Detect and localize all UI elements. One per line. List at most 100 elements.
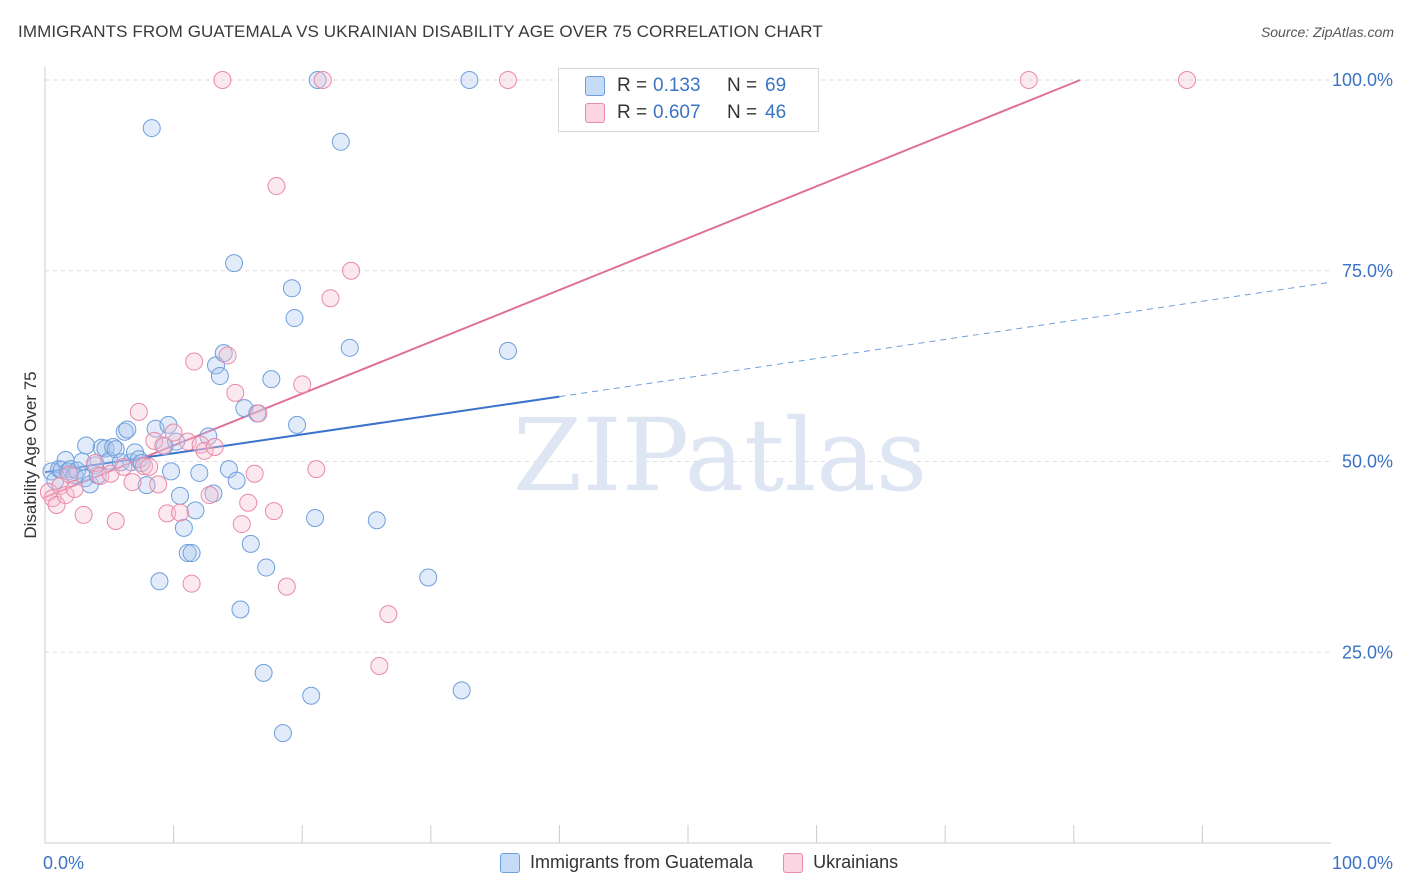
data-point-guatemala xyxy=(118,420,137,439)
legend-label-ukrainians: Ukrainians xyxy=(813,852,899,872)
legend-swatch-guatemala xyxy=(500,852,520,873)
data-point-guatemala xyxy=(257,558,276,577)
data-point-ukrainians xyxy=(135,457,154,476)
n-value: 69 xyxy=(765,75,787,96)
data-point-guatemala xyxy=(182,544,201,563)
data-point-ukrainians xyxy=(226,383,245,402)
y-tick-label: 75.0% xyxy=(1342,261,1393,281)
legend-row-ukrainians: R = 0.607 N = 46 xyxy=(585,100,786,126)
data-point-guatemala xyxy=(273,724,292,743)
data-point-ukrainians xyxy=(114,457,133,476)
chart-title: IMMIGRANTS FROM GUATEMALA VS UKRAINIAN D… xyxy=(18,22,823,41)
data-point-guatemala xyxy=(150,572,169,591)
data-point-guatemala xyxy=(306,508,325,527)
data-point-ukrainians xyxy=(56,486,75,505)
data-point-ukrainians xyxy=(47,495,66,514)
data-point-guatemala xyxy=(331,132,350,151)
data-point-guatemala xyxy=(254,663,273,682)
data-point-ukrainians xyxy=(65,479,84,498)
data-point-ukrainians xyxy=(74,505,93,524)
data-point-guatemala xyxy=(419,568,438,587)
legend-row-guatemala: R = 0.133 N = 69 xyxy=(585,73,786,99)
data-point-guatemala xyxy=(210,367,229,386)
legend-swatch-guatemala xyxy=(585,76,605,96)
legend-item-ukrainians: Ukrainians xyxy=(783,852,898,873)
tick-labels: 25.0% 50.0% 75.0% 100.0% 0.0% 100.0% xyxy=(43,70,1393,873)
data-point-guatemala xyxy=(104,438,123,457)
data-point-ukrainians xyxy=(213,71,232,89)
data-point-ukrainians xyxy=(185,352,204,371)
data-point-ukrainians xyxy=(158,504,177,523)
data-point-guatemala xyxy=(367,511,386,530)
data-point-guatemala xyxy=(155,437,174,456)
legend-item-guatemala: Immigrants from Guatemala xyxy=(500,852,753,873)
data-point-ukrainians xyxy=(232,515,251,534)
data-point-ukrainians xyxy=(154,436,173,455)
data-point-ukrainians xyxy=(342,261,361,280)
x-tick-label: 100.0% xyxy=(1332,853,1393,873)
data-point-guatemala xyxy=(282,279,301,298)
y-tick-label: 100.0% xyxy=(1332,70,1393,90)
data-point-guatemala xyxy=(308,71,327,89)
data-point-guatemala xyxy=(340,338,359,357)
x-tick-label: 0.0% xyxy=(43,853,84,873)
r-value: 0.133 xyxy=(653,75,701,96)
data-point-guatemala xyxy=(171,486,190,505)
data-point-ukrainians xyxy=(171,503,190,522)
grid-lines xyxy=(45,79,1331,653)
data-point-ukrainians xyxy=(313,71,332,89)
data-point-ukrainians xyxy=(145,431,164,450)
trend-line-guatemala-extension xyxy=(559,281,1332,398)
data-point-ukrainians xyxy=(307,460,326,479)
data-point-ukrainians xyxy=(140,457,159,476)
n-label: N = xyxy=(727,75,758,96)
stats-legend: R = 0.133 N = 69 R = 0.607 N = 46 xyxy=(558,68,819,132)
data-point-ukrainians xyxy=(129,402,148,421)
data-point-ukrainians xyxy=(195,441,214,460)
data-point-ukrainians xyxy=(200,486,219,505)
data-point-guatemala xyxy=(142,119,161,138)
data-point-ukrainians xyxy=(182,574,201,593)
data-point-guatemala xyxy=(162,462,181,481)
n-value: 46 xyxy=(765,102,787,123)
data-point-ukrainians xyxy=(321,289,340,308)
data-point-guatemala xyxy=(231,600,250,619)
data-point-guatemala xyxy=(225,254,244,273)
data-point-guatemala xyxy=(96,439,115,458)
data-point-ukrainians xyxy=(205,438,224,457)
data-point-ukrainians xyxy=(264,502,283,521)
r-value: 0.607 xyxy=(653,102,701,123)
r-label: R = xyxy=(617,102,648,123)
data-point-guatemala xyxy=(190,463,209,482)
source-label: Source: ZipAtlas.com xyxy=(1260,24,1394,40)
data-point-ukrainians xyxy=(498,71,517,89)
data-point-ukrainians xyxy=(239,493,258,512)
data-point-ukrainians xyxy=(249,404,268,423)
y-tick-label: 50.0% xyxy=(1342,452,1393,472)
data-point-ukrainians xyxy=(277,577,296,596)
data-point-guatemala xyxy=(452,681,471,700)
data-point-ukrainians xyxy=(267,177,286,196)
data-point-ukrainians xyxy=(370,656,389,675)
data-point-guatemala xyxy=(288,415,307,434)
data-point-ukrainians xyxy=(1019,71,1038,89)
data-point-ukrainians xyxy=(1177,71,1196,89)
data-point-guatemala xyxy=(186,501,205,520)
data-point-ukrainians xyxy=(106,512,125,531)
data-point-ukrainians xyxy=(149,475,168,494)
data-point-guatemala xyxy=(498,341,517,360)
legend-label-guatemala: Immigrants from Guatemala xyxy=(530,852,754,872)
data-point-ukrainians xyxy=(245,464,264,483)
data-point-guatemala xyxy=(460,71,479,89)
data-point-ukrainians xyxy=(218,346,237,365)
trend-line-ukrainians xyxy=(44,79,1081,499)
data-point-guatemala xyxy=(302,686,321,705)
axes xyxy=(44,67,1331,844)
data-points xyxy=(39,71,1196,743)
legend-swatch-ukrainians xyxy=(585,103,605,123)
data-point-ukrainians xyxy=(60,465,79,484)
data-point-guatemala xyxy=(174,518,193,537)
data-point-guatemala xyxy=(77,436,96,455)
n-label: N = xyxy=(727,102,758,123)
